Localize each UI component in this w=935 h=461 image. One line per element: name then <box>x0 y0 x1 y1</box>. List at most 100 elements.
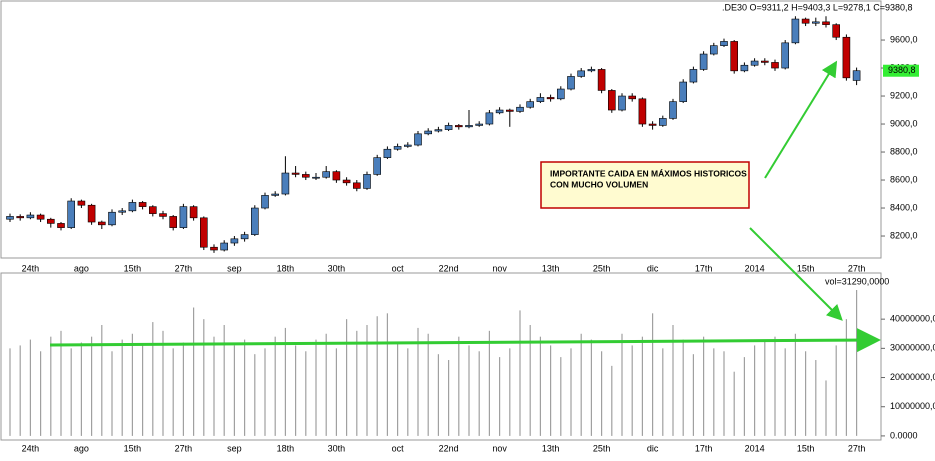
x-tick-label: 27th <box>175 263 193 273</box>
candle-body <box>536 97 545 102</box>
y-tick-label: 8600,0 <box>890 174 918 184</box>
candle-body <box>679 81 688 102</box>
candle-body <box>118 210 126 213</box>
candle-body <box>301 174 310 178</box>
x-tick-label: 22nd <box>439 263 459 273</box>
last-price-box <box>883 64 919 77</box>
candle-body <box>179 206 188 228</box>
y-tick-label: 0.0000 <box>890 430 918 440</box>
candle-body <box>546 97 555 100</box>
candle-body <box>454 125 463 128</box>
y-tick-label: 8200,0 <box>890 230 918 240</box>
candle-body <box>607 90 616 111</box>
x-tick-label: ago <box>74 263 89 273</box>
x-tick-label: 30th <box>328 443 346 453</box>
x-tick-label: 13th <box>542 263 560 273</box>
candle-body <box>526 101 535 108</box>
y-tick-label: 9000,0 <box>890 118 918 128</box>
candle-body <box>791 18 800 44</box>
x-tick-label: oct <box>392 263 405 273</box>
candle-body <box>210 246 218 251</box>
candle-body <box>57 223 65 228</box>
candle-body <box>312 176 320 179</box>
arrow <box>764 60 838 179</box>
y-tick-label: 9600,0 <box>890 34 918 44</box>
candle-body <box>403 144 412 147</box>
x-tick-label: 2014 <box>745 263 765 273</box>
candle-body <box>832 24 841 38</box>
x-tick-label: 15th <box>797 263 815 273</box>
candle-body <box>709 45 718 55</box>
x-tick-label: 15th <box>124 443 142 453</box>
x-tick-label: 17th <box>695 443 713 453</box>
x-tick-label: 27th <box>175 443 193 453</box>
candle-body <box>138 202 147 207</box>
candle-body <box>822 21 830 25</box>
candle-body <box>699 53 708 70</box>
x-tick-label: 2014 <box>745 443 765 453</box>
candle-body <box>505 109 514 112</box>
volume-legend: vol=31290,0000 <box>825 276 889 286</box>
arrow <box>49 328 881 353</box>
annotation: IMPORTANTE CAIDA EN MÁXIMOS HISTORICOS <box>550 168 747 178</box>
candle-body <box>128 202 137 212</box>
candle-body <box>689 69 698 83</box>
candle-body <box>77 200 86 206</box>
candle-body <box>444 125 453 130</box>
candle-body <box>363 174 371 189</box>
x-tick-label: 27th <box>848 263 866 273</box>
x-tick-label: dic <box>647 263 659 273</box>
x-tick-label: 25th <box>593 443 611 453</box>
y-tick-label: 30000000,0 <box>890 343 935 353</box>
candle-body <box>414 133 422 146</box>
x-tick-label: 15th <box>797 443 815 453</box>
candle-body <box>465 125 473 128</box>
candle-body <box>251 207 259 235</box>
y-tick-label: 8800,0 <box>890 146 918 156</box>
candle-body <box>6 216 14 220</box>
candle-body <box>169 216 177 228</box>
candle-body <box>46 218 55 224</box>
candle-body <box>200 217 208 248</box>
candle-body <box>648 123 657 126</box>
candle-body <box>771 62 779 69</box>
x-tick-label: oct <box>392 443 405 453</box>
x-tick-label: 17th <box>695 263 713 273</box>
candle-body <box>811 21 820 24</box>
candle-body <box>587 69 596 72</box>
y-tick-label: 40000000,0 <box>890 314 935 324</box>
x-tick-label: 15th <box>124 263 142 273</box>
candle-body <box>730 41 739 72</box>
candle-body <box>658 118 667 126</box>
candle-body <box>424 130 433 135</box>
candle-body <box>352 182 361 189</box>
candle-body <box>322 171 331 178</box>
candle-body <box>577 70 586 77</box>
y-tick-label: 10000000,0 <box>890 401 935 411</box>
candle-body <box>556 88 565 100</box>
candle-body <box>434 129 443 132</box>
y-tick-label: 20000000,0 <box>890 372 935 382</box>
x-tick-label: 18th <box>277 443 295 453</box>
candle-body <box>393 146 402 150</box>
x-tick-label: sep <box>227 263 242 273</box>
candle-body <box>16 216 25 219</box>
candle-body <box>373 157 382 175</box>
candle-body <box>108 211 116 226</box>
y-tick-label: 9200,0 <box>890 90 918 100</box>
candle-body <box>230 238 239 244</box>
candle-body <box>87 204 96 223</box>
candle-body <box>495 109 504 114</box>
candle-body <box>618 95 626 111</box>
candle-body <box>189 206 198 219</box>
x-tick-label: 24th <box>22 443 40 453</box>
candle-body <box>597 69 606 91</box>
x-tick-label: dic <box>647 443 659 453</box>
candle-body <box>67 200 75 228</box>
x-tick-label: 24th <box>22 263 40 273</box>
candle-body <box>342 179 351 184</box>
x-tick-label: 27th <box>848 443 866 453</box>
price-panel <box>0 0 882 259</box>
candle-body <box>475 123 484 126</box>
volume-panel <box>0 272 882 441</box>
